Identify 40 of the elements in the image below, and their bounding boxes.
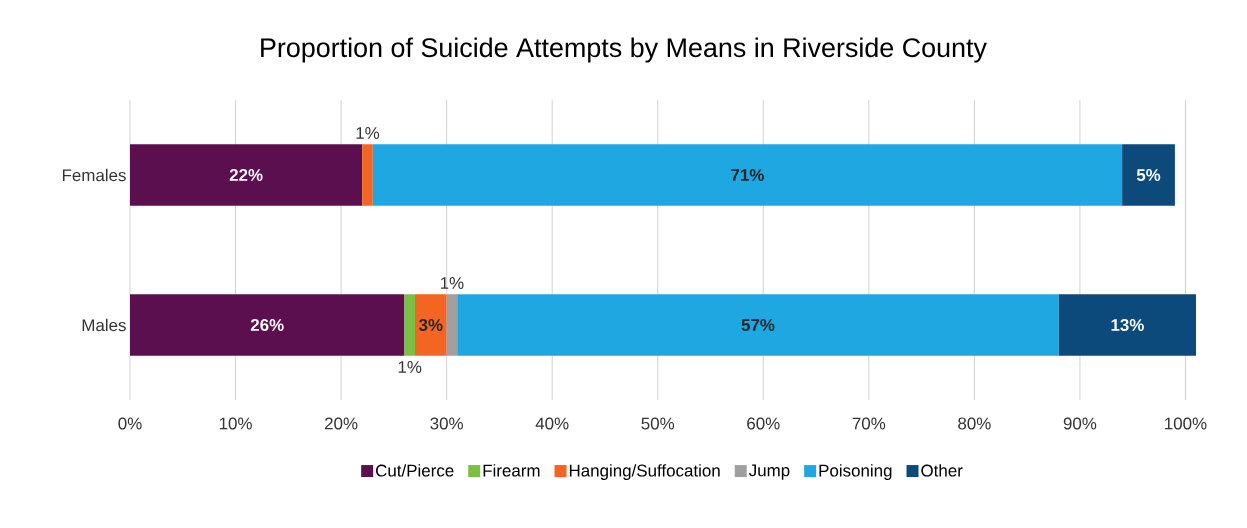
x-tick-label: 60% bbox=[747, 417, 780, 430]
bar bbox=[362, 144, 373, 206]
bar bbox=[457, 294, 1059, 356]
data-label: 1% bbox=[440, 277, 464, 289]
bar bbox=[446, 294, 458, 356]
data-label: 26% bbox=[250, 319, 284, 331]
x-tick-label: 70% bbox=[852, 417, 886, 430]
data-label: 3% bbox=[418, 318, 443, 331]
bar bbox=[1058, 294, 1197, 356]
legend-label: Cut/Pierce bbox=[376, 464, 454, 477]
data-label: 71% bbox=[731, 169, 764, 181]
x-tick-label: 40% bbox=[535, 417, 569, 430]
bar bbox=[130, 144, 363, 206]
data-label: 57% bbox=[741, 319, 775, 331]
x-tick-label: 50% bbox=[641, 417, 675, 430]
bar bbox=[1122, 144, 1175, 206]
bar bbox=[372, 144, 1123, 206]
data-label: 1% bbox=[356, 127, 380, 139]
bar bbox=[404, 294, 415, 356]
data-label: 22% bbox=[229, 169, 263, 181]
legend-label: Poisoning bbox=[819, 464, 892, 480]
legend-label: Hanging/Suffocation bbox=[569, 464, 720, 480]
bar bbox=[414, 294, 447, 356]
x-tick-label: 0% bbox=[118, 417, 142, 430]
bar bbox=[130, 294, 405, 356]
x-tick-label: 10% bbox=[219, 417, 252, 430]
x-tick-label: 90% bbox=[1063, 417, 1097, 430]
legend-label: Jump bbox=[749, 464, 790, 480]
chart-title: Proportion of Suicide Attempts by Means in Riverside County bbox=[261, 37, 987, 63]
legend-label: Other bbox=[921, 464, 963, 477]
data-label: 13% bbox=[1111, 318, 1144, 331]
x-tick-label: 100% bbox=[1165, 417, 1207, 430]
legend-label: Firearm bbox=[483, 464, 540, 477]
data-label: 1% bbox=[398, 361, 422, 373]
x-tick-label: 30% bbox=[430, 417, 463, 430]
y-tick-label: Males bbox=[82, 318, 126, 332]
x-tick-label: 20% bbox=[325, 417, 358, 430]
data-label: 5% bbox=[1136, 169, 1161, 181]
x-tick-label: 80% bbox=[958, 417, 991, 430]
y-tick-label: Females bbox=[62, 168, 126, 182]
